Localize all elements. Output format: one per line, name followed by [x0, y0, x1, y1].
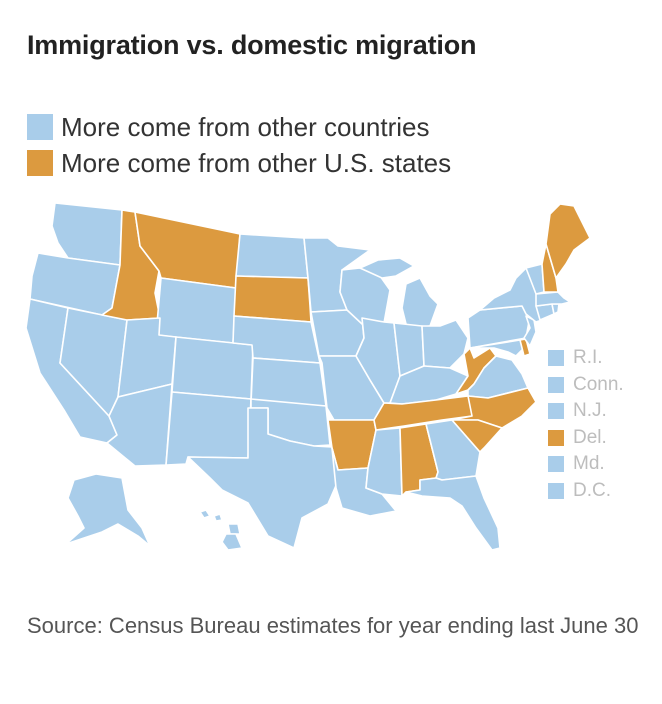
small-state-label: Del. [573, 426, 607, 448]
small-state-label: D.C. [573, 479, 611, 501]
small-state-swatch [548, 403, 564, 420]
chart-title: Immigration vs. domestic migration [27, 30, 477, 60]
small-state-label: R.I. [573, 347, 603, 369]
state-WY [155, 277, 237, 344]
state-MI-upper [359, 257, 415, 279]
us-state-map [22, 198, 612, 568]
small-state-swatch [548, 456, 564, 473]
state-SC [451, 419, 503, 453]
legend: More come from other countries More come… [27, 109, 451, 181]
state-HI-2 [213, 513, 223, 522]
small-state-swatch [548, 350, 564, 367]
state-HI-4 [221, 533, 243, 551]
small-state-dc: D.C. [548, 478, 624, 505]
small-state-label: Md. [573, 453, 605, 475]
state-MA [535, 291, 571, 307]
state-OH [421, 319, 469, 369]
state-MI-lower [401, 277, 439, 329]
small-state-ri: R.I. [548, 345, 624, 372]
state-CO [171, 336, 254, 400]
small-state-label: N.J. [573, 400, 607, 422]
state-ME [545, 203, 591, 279]
state-KS [250, 357, 327, 407]
state-RI [551, 303, 560, 315]
legend-swatch-foreign [27, 114, 53, 140]
small-states-key: R.I. Conn. N.J. Del. Md. D.C. [548, 345, 624, 504]
small-state-conn: Conn. [548, 372, 624, 399]
state-FL [405, 475, 501, 551]
state-NC [451, 387, 537, 429]
state-NH [541, 243, 559, 293]
state-AK [65, 473, 151, 547]
legend-label-domestic: More come from other U.S. states [61, 147, 452, 178]
state-HI-1 [199, 509, 211, 519]
small-state-swatch [548, 429, 564, 446]
state-HI-3 [227, 523, 241, 535]
legend-item-foreign: More come from other countries [27, 109, 451, 145]
small-state-md: Md. [548, 451, 624, 478]
small-state-swatch [548, 376, 564, 393]
small-state-label: Conn. [573, 373, 624, 395]
legend-label-foreign: More come from other countries [61, 111, 430, 142]
state-NM [165, 391, 252, 466]
state-WA [51, 202, 123, 266]
legend-swatch-domestic [27, 150, 53, 176]
us-map-svg [25, 202, 591, 551]
small-state-del: Del. [548, 425, 624, 452]
state-TX [187, 407, 339, 549]
small-state-nj: N.J. [548, 398, 624, 425]
state-SD [233, 275, 312, 323]
source-note: Source: Census Bureau estimates for year… [27, 613, 639, 638]
legend-item-domestic: More come from other U.S. states [27, 145, 451, 181]
state-ND [235, 233, 309, 279]
state-LA [331, 447, 397, 517]
small-state-swatch [548, 482, 564, 499]
